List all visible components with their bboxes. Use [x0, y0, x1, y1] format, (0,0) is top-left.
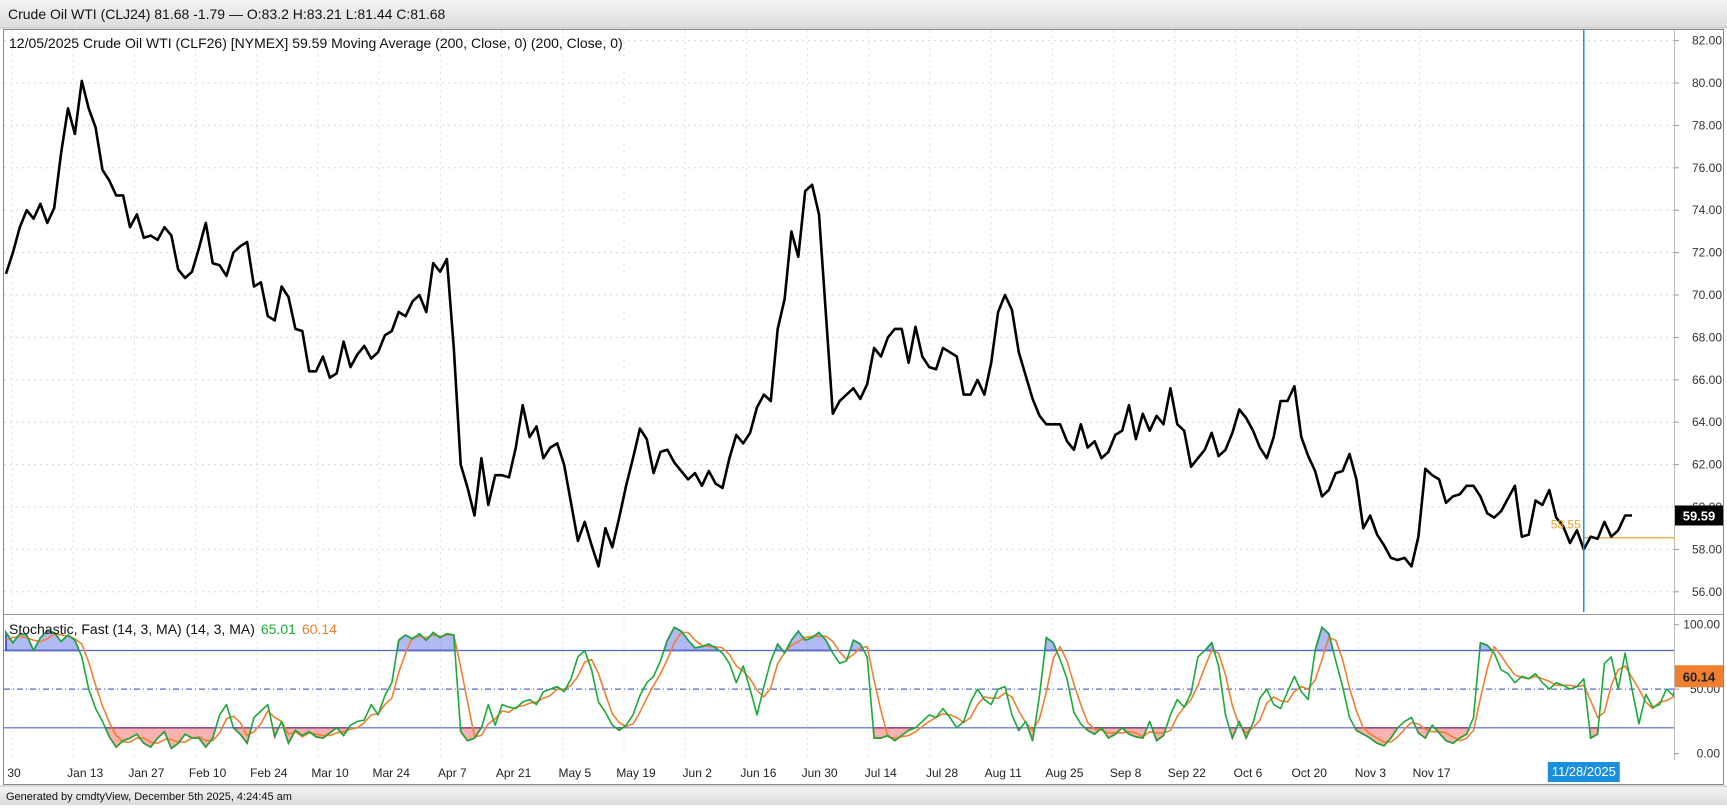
svg-text:11/28/2025: 11/28/2025 [1552, 764, 1616, 779]
price-tick-label: 56.00 [1692, 585, 1722, 599]
x-tick-label: Apr 7 [438, 766, 467, 780]
price-tick-label: 74.00 [1692, 203, 1722, 217]
x-tick-label: Sep 8 [1110, 766, 1142, 780]
stoch-grid [11, 617, 1421, 760]
x-tick-label: Jul 28 [926, 766, 958, 780]
stoch-d-line [5, 631, 1674, 745]
price-last-value-tag: 59.59 [1675, 505, 1723, 526]
stoch-overbought-fill [784, 629, 833, 652]
svg-text:60.14: 60.14 [1683, 669, 1716, 684]
x-tick-label: May 19 [616, 766, 656, 780]
stoch-legend-prefix: Stochastic, Fast (14, 3, MA) (14, 3, MA) [9, 621, 255, 637]
price-tick-label: 62.00 [1692, 458, 1722, 472]
stoch-d-value: 60.14 [302, 621, 337, 637]
ma-value-label: 58.55 [1551, 518, 1581, 532]
stoch-legend: Stochastic, Fast (14, 3, MA) (14, 3, MA)… [9, 621, 337, 637]
price-tick-label: 66.00 [1692, 373, 1722, 387]
price-tick-label: 68.00 [1692, 330, 1722, 344]
price-grid [4, 30, 1674, 613]
x-tick-label: Aug 25 [1045, 766, 1083, 780]
price-tick-label: 64.00 [1692, 415, 1722, 429]
x-tick-label: Jan 27 [128, 766, 164, 780]
chart-frame [3, 29, 1724, 785]
price-tick-label: 80.00 [1692, 76, 1722, 90]
price-line [4, 79, 1632, 568]
x-tick-label: Mar 24 [373, 766, 411, 780]
price-tick-label: 70.00 [1692, 288, 1722, 302]
svg-text:59.59: 59.59 [1683, 508, 1716, 523]
x-tick-label: Aug 11 [985, 766, 1022, 780]
x-tick-label: Apr 21 [496, 766, 532, 780]
x-axis: 30 Jan 13 Jan 27 Feb 10 Feb 24 Mar 10 Mar 24 Ap… [7, 766, 1451, 780]
header-bar [0, 0, 1727, 28]
footer-bar [0, 786, 1727, 805]
price-tick-label: 82.00 [1692, 34, 1722, 48]
x-tick-label: Mar 10 [311, 766, 349, 780]
price-legend: 12/05/2025 Crude Oil WTI (CLF26) [NYMEX]… [9, 35, 623, 51]
x-tick-label: Nov 3 [1355, 766, 1387, 780]
price-tick-label: 72.00 [1692, 246, 1722, 260]
footer-generated: Generated by cmdtyView, December 5th 202… [6, 791, 292, 803]
price-tick-label: 78.00 [1692, 118, 1722, 132]
x-tick-label: Oct 6 [1234, 766, 1263, 780]
x-tick-label: Nov 17 [1413, 766, 1451, 780]
x-tick-label: Jan 13 [67, 766, 103, 780]
stoch-tick-label: 0.00 [1697, 747, 1721, 761]
x-tick-label: May 5 [558, 766, 591, 780]
price-tick-label: 58.00 [1692, 542, 1722, 556]
x-tick-label: Jun 16 [740, 766, 776, 780]
x-tick-label: Jul 14 [865, 766, 897, 780]
header-title: Crude Oil WTI (CLJ24) 81.68 -1.79 — O:83… [8, 6, 446, 22]
x-tick-label: Oct 20 [1292, 766, 1328, 780]
x-tick-label: 30 [7, 766, 21, 780]
x-tick-label: Feb 10 [189, 766, 227, 780]
stoch-k-value: 65.01 [261, 621, 296, 637]
x-tick-label: Sep 22 [1168, 766, 1206, 780]
price-tick-label: 76.00 [1692, 161, 1722, 175]
stoch-last-value-tag: 60.14 [1675, 665, 1723, 688]
crosshair-date-tag: 11/28/2025 [1547, 762, 1620, 782]
stoch-k-line [5, 626, 1674, 750]
x-tick-label: Jun 2 [683, 766, 713, 780]
stoch-tick-label: 100.00 [1683, 618, 1720, 632]
x-tick-label: Jun 30 [802, 766, 838, 780]
x-tick-label: Feb 24 [250, 766, 288, 780]
